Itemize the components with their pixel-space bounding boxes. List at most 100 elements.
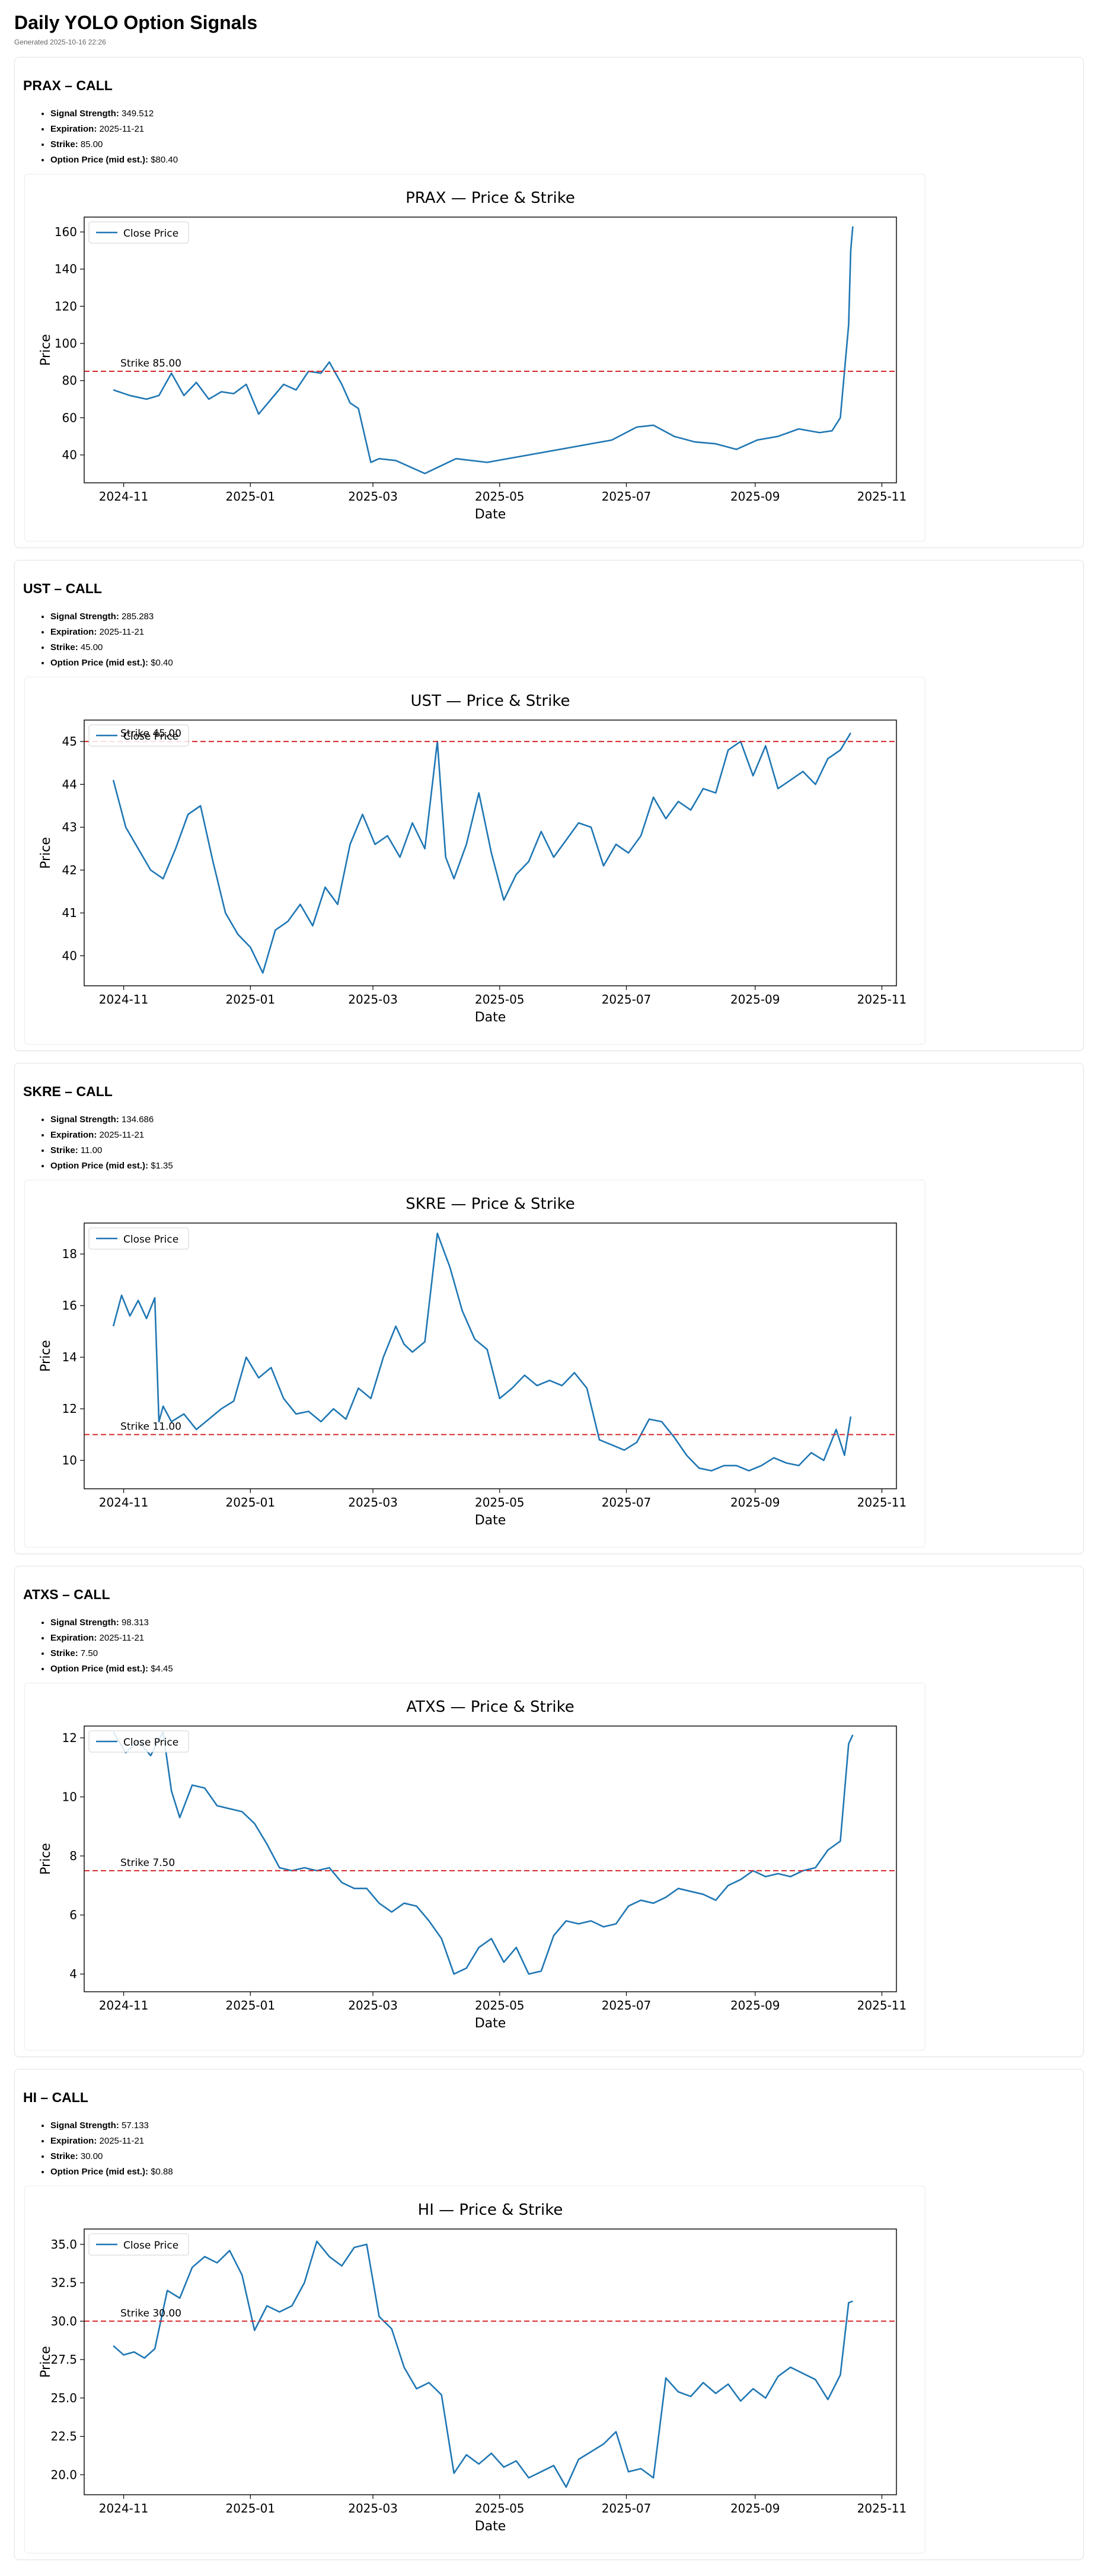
signal-card: PRAX – CALL Signal Strength: 349.512 Exp…	[14, 57, 1084, 548]
plot-frame	[84, 1222, 897, 1489]
signal-strength-item: Signal Strength: 285.283	[50, 609, 173, 625]
option-price-label: Option Price (mid est.):	[50, 1664, 149, 1674]
x-tick-label: 2024-11	[99, 992, 149, 1007]
y-tick-label: 30.0	[50, 2314, 77, 2328]
strike-value: 30.00	[80, 2151, 103, 2161]
y-tick-label: 45	[62, 734, 77, 749]
option-price-item: Option Price (mid est.): $0.88	[50, 2164, 173, 2180]
signal-strength-value: 285.283	[122, 612, 154, 622]
signal-heading: SKRE – CALL	[23, 1084, 113, 1099]
y-axis-label: Price	[39, 837, 53, 869]
y-tick-label: 40	[62, 448, 77, 462]
x-tick-label: 2024-11	[99, 1998, 149, 2013]
x-tick-label: 2025-09	[730, 2501, 780, 2515]
x-tick-label: 2025-03	[348, 489, 398, 504]
x-axis-label: Date	[475, 2016, 506, 2031]
strike-label: Strike 11.00	[120, 1421, 181, 1433]
x-tick-label: 2025-07	[602, 489, 652, 504]
x-tick-label: 2025-01	[226, 2501, 276, 2515]
price-chart: PRAX — Price & Strike 40 60 80 100 120 140 160 2…	[39, 189, 907, 522]
y-tick-label: 41	[62, 906, 77, 920]
x-tick-label: 2025-11	[857, 2501, 907, 2515]
chart-legend: Close Price	[88, 724, 189, 747]
chart-title: ATXS — Price & Strike	[406, 1698, 574, 1716]
strike-value: 11.00	[80, 1145, 103, 1155]
strike-value: 7.50	[80, 1648, 98, 1658]
x-tick-label: 2025-11	[857, 489, 907, 504]
expiration-label: Expiration:	[50, 124, 97, 134]
option-price-label: Option Price (mid est.):	[50, 1161, 149, 1171]
signal-card: HI – CALL Signal Strength: 57.133 Expira…	[14, 2069, 1084, 2560]
expiration-item: Expiration: 2025-11-21	[50, 625, 173, 640]
option-price-label: Option Price (mid est.):	[50, 658, 149, 668]
signal-heading: UST – CALL	[23, 581, 102, 596]
x-tick-label: 2025-01	[226, 992, 276, 1007]
strike-label: Strike 30.00	[120, 2307, 181, 2319]
option-price-item: Option Price (mid est.): $1.35	[50, 1158, 173, 1174]
x-tick-label: 2025-09	[730, 489, 780, 504]
expiration-item: Expiration: 2025-11-21	[50, 122, 178, 137]
x-tick-label: 2025-01	[226, 489, 276, 504]
chart-title: HI — Price & Strike	[418, 2201, 563, 2219]
option-price-value: $0.88	[151, 2167, 173, 2177]
expiration-label: Expiration:	[50, 627, 97, 637]
signal-strength-item: Signal Strength: 98.313	[50, 1615, 173, 1631]
y-tick-label: 140	[55, 262, 77, 276]
signal-heading: PRAX – CALL	[23, 78, 113, 93]
signal-card: ATXS – CALL Signal Strength: 98.313 Expi…	[14, 1566, 1084, 2057]
x-tick-label: 2025-03	[348, 1998, 398, 2013]
x-tick-label: 2025-05	[475, 992, 525, 1007]
option-price-value: $0.40	[151, 658, 173, 668]
y-tick-label: 80	[62, 374, 77, 388]
page-title: Daily YOLO Option Signals	[14, 12, 258, 33]
signal-strength-item: Signal Strength: 134.686	[50, 1112, 173, 1128]
price-chart-panel: PRAX — Price & Strike 40 60 80 100 120 140 160 2…	[24, 174, 925, 542]
legend-frame	[88, 2233, 189, 2256]
expiration-value: 2025-11-21	[99, 124, 145, 134]
expiration-label: Expiration:	[50, 2136, 97, 2146]
signal-strength-value: 134.686	[122, 1115, 154, 1125]
expiration-item: Expiration: 2025-11-21	[50, 1128, 173, 1143]
strike-label: Strike 7.50	[120, 1857, 175, 1869]
close-price-line	[113, 2240, 853, 2488]
strike-item: Strike: 45.00	[50, 640, 173, 655]
y-tick-label: 12	[62, 1402, 77, 1416]
legend-frame	[88, 724, 189, 747]
strike-item: Strike: 11.00	[50, 1143, 173, 1158]
signal-strength-label: Signal Strength:	[50, 109, 119, 119]
y-axis-label: Price	[39, 334, 53, 366]
x-tick-label: 2024-11	[99, 489, 149, 504]
y-tick-label: 27.5	[50, 2352, 77, 2367]
plot-frame	[84, 2228, 897, 2495]
expiration-item: Expiration: 2025-11-21	[50, 1631, 173, 1646]
option-price-value: $80.40	[151, 155, 178, 165]
y-tick-label: 20.0	[50, 2467, 77, 2482]
close-price-line	[112, 1233, 852, 1472]
price-chart: SKRE — Price & Strike 10 12 14 16 18 2024-11 20…	[39, 1195, 907, 1528]
y-tick-label: 10	[62, 1789, 77, 1804]
legend-label: Close Price	[123, 731, 178, 743]
x-tick-label: 2025-03	[348, 1495, 398, 1510]
price-chart: ATXS — Price & Strike 4 6 8 10 12 2024-11 2025-…	[39, 1698, 907, 2031]
signal-card: SKRE – CALL Signal Strength: 134.686 Exp…	[14, 1063, 1084, 1554]
strike-item: Strike: 7.50	[50, 1646, 173, 1661]
strike-value: 85.00	[80, 139, 103, 149]
signal-strength-label: Signal Strength:	[50, 612, 119, 622]
signal-strength-value: 57.133	[122, 2120, 149, 2131]
x-tick-label: 2025-11	[857, 1495, 907, 1510]
option-price-item: Option Price (mid est.): $80.40	[50, 152, 178, 168]
x-axis-label: Date	[475, 1513, 506, 1528]
x-tick-label: 2025-09	[730, 992, 780, 1007]
y-tick-label: 35.0	[50, 2237, 77, 2252]
x-axis-label: Date	[475, 2519, 506, 2534]
strike-item: Strike: 30.00	[50, 2149, 173, 2164]
y-tick-label: 60	[62, 410, 77, 425]
x-tick-label: 2024-11	[99, 2501, 149, 2515]
y-tick-label: 14	[62, 1350, 77, 1364]
strike-label: Strike:	[50, 2151, 78, 2161]
strike-item: Strike: 85.00	[50, 137, 178, 152]
y-tick-label: 100	[55, 336, 77, 351]
chart-title: UST — Price & Strike	[411, 692, 570, 710]
strike-label: Strike:	[50, 139, 78, 149]
y-tick-label: 18	[62, 1247, 77, 1261]
